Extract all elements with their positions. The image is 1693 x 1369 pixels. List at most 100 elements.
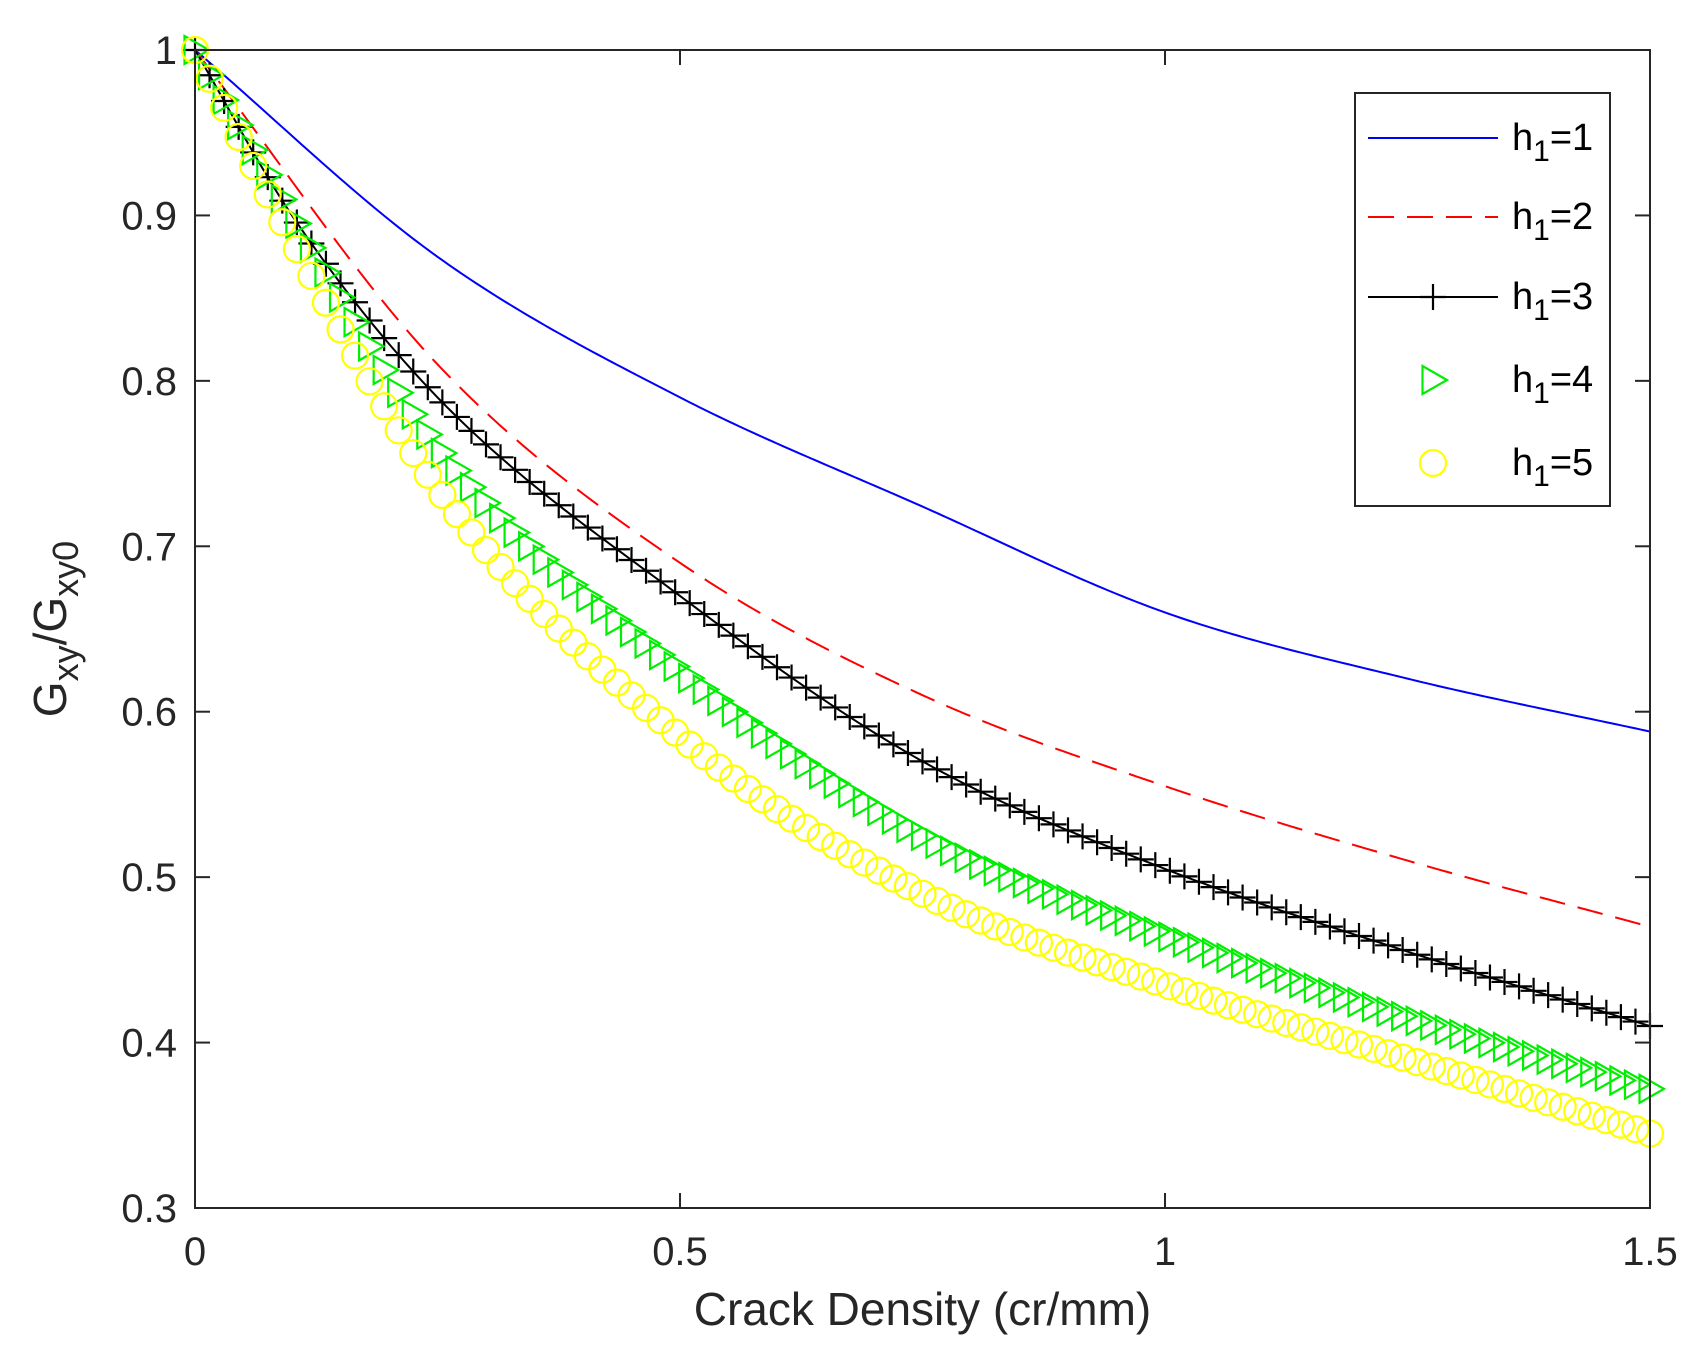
series-5-point — [1432, 1056, 1461, 1086]
legend-label-rest: =5 — [1550, 442, 1593, 484]
y-tick-label: 0.9 — [121, 194, 177, 238]
series-3-point — [414, 374, 441, 401]
y-axis-label-base2: G — [24, 597, 76, 633]
series-4-point — [1420, 1009, 1448, 1042]
series-3-point — [1462, 960, 1489, 987]
series-3-point — [880, 731, 907, 758]
series-5-point — [486, 552, 515, 582]
series-3-point — [487, 444, 514, 471]
axes-box — [194, 49, 1651, 1209]
series-5-point — [428, 480, 457, 510]
series-1 — [194, 49, 1651, 733]
series-5-point — [908, 879, 937, 908]
series-5-point — [762, 795, 792, 824]
series-4-point — [692, 673, 721, 706]
series-3-point — [1156, 857, 1183, 884]
series-line-2 — [194, 49, 1651, 928]
series-3-point — [676, 590, 703, 617]
y-tick-label: 0.4 — [121, 1022, 177, 1066]
series-3-point — [1622, 1008, 1649, 1035]
series-4-point — [1609, 1064, 1638, 1097]
y-tick-label: 0.3 — [121, 1187, 177, 1231]
series-3-point — [1564, 990, 1591, 1017]
series-5-point — [1446, 1061, 1475, 1090]
series-3-point — [502, 456, 529, 483]
series-3-point — [1506, 973, 1533, 1000]
series-5-point — [384, 416, 413, 445]
series-3-point — [953, 771, 980, 798]
series-4-point — [619, 616, 648, 648]
series-5-point — [1010, 923, 1039, 952]
series-4-point — [809, 758, 837, 790]
series-5-point — [791, 813, 821, 843]
series-4-point — [998, 861, 1027, 893]
legend-label-base: h — [1512, 359, 1533, 401]
series-4-point — [1260, 957, 1288, 990]
series-4-point — [561, 569, 590, 601]
series-5-point — [471, 535, 501, 565]
series-4-point — [707, 684, 736, 717]
series-5-point — [1504, 1079, 1534, 1108]
series-4-point — [852, 786, 881, 818]
series-5-point — [1068, 943, 1097, 972]
series-3-point — [1375, 932, 1402, 959]
series-5-point — [1301, 1017, 1330, 1046]
series-4-point — [1085, 894, 1114, 927]
series-5-point — [268, 208, 297, 237]
series-3-point — [793, 674, 820, 701]
series-4-point — [910, 819, 939, 852]
series-5-point — [879, 864, 908, 893]
series-4-point — [547, 556, 575, 589]
series-3-point — [1185, 868, 1212, 895]
series-3-point — [822, 694, 849, 721]
series-4-point — [488, 502, 517, 535]
series-5-point — [690, 742, 719, 771]
series-4-point — [1245, 952, 1274, 985]
series-5-point — [821, 831, 850, 860]
series-5-point — [1257, 1004, 1286, 1033]
series-4-point — [1187, 931, 1216, 964]
series-4-point — [1594, 1060, 1623, 1093]
series-3-point — [1302, 908, 1329, 935]
series-5-point — [1548, 1092, 1577, 1121]
series-3-point — [1535, 982, 1562, 1009]
series-3-point — [1127, 846, 1154, 873]
series-5-point — [1112, 957, 1141, 986]
series-5-point — [297, 261, 326, 291]
series-5-point — [1359, 1034, 1388, 1063]
series-5-point — [1606, 1110, 1636, 1139]
series-3-point — [458, 417, 485, 444]
series-5-point — [995, 917, 1024, 947]
series-4-point — [867, 794, 896, 827]
series-5-point — [806, 822, 835, 852]
series-5-point — [340, 341, 370, 370]
y-axis-label-sub2: xy0 — [45, 541, 86, 597]
series-4-point — [925, 827, 954, 860]
series-3-point — [851, 713, 878, 740]
series-3-point — [429, 389, 456, 416]
series-4-point — [1012, 867, 1041, 899]
series-4-point — [518, 530, 546, 563]
y-axis-label-sub1: xy — [45, 645, 86, 681]
series-4-point — [1507, 1035, 1536, 1068]
legend-label-4: h1=4 — [1512, 359, 1593, 410]
series-4-point — [954, 841, 983, 874]
legend-marker-4 — [1421, 364, 1450, 396]
series-5-point — [370, 392, 399, 421]
series-4-point — [1041, 878, 1070, 911]
series-4-point — [779, 738, 808, 771]
x-tick-label: 1 — [1154, 1230, 1176, 1274]
series-4-point — [1405, 1004, 1434, 1037]
series-3-point — [647, 568, 674, 595]
series-3-point — [1098, 834, 1125, 861]
series-5-point — [1490, 1074, 1519, 1103]
legend-label-sub: 1 — [1533, 377, 1550, 410]
series-3-point — [1055, 817, 1081, 844]
series-4-point — [1449, 1018, 1478, 1051]
series-5-point — [952, 900, 981, 929]
series-4-point — [649, 639, 677, 671]
series-4-point — [1478, 1026, 1507, 1059]
series-5-point — [1388, 1043, 1417, 1072]
series-5-point — [777, 804, 806, 833]
series-3-point — [807, 684, 834, 711]
